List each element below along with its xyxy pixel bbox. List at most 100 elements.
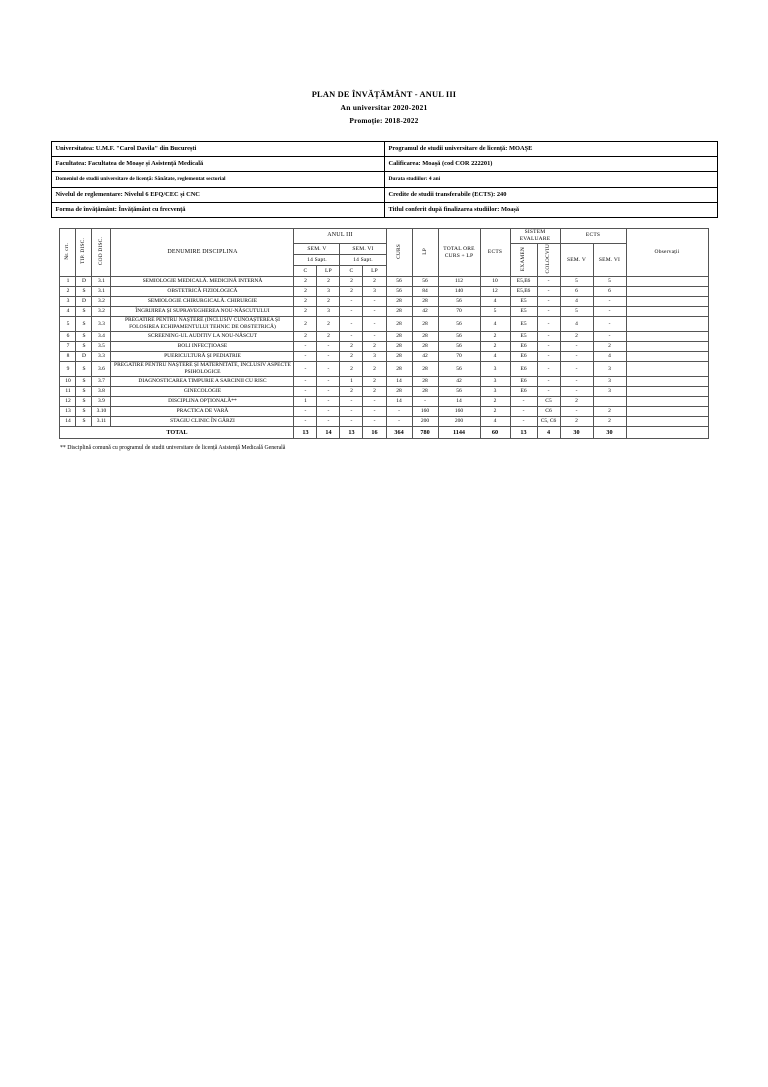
cell-nr: 4: [59, 306, 77, 318]
header-cod-disc: COD DISC.: [91, 227, 112, 278]
header-sem-v-lp: LP: [316, 265, 341, 278]
cell-sem-vi-c: -: [339, 396, 364, 408]
cell-ects-sem-v: 4: [559, 316, 594, 333]
cell-sem-vi-lp: 3: [362, 351, 387, 363]
cell-ects-sem-vi: -: [592, 316, 627, 333]
info-row: Universitatea: U.M.F. "Carol Davila" din…: [50, 140, 718, 158]
cell-observatii: [625, 331, 709, 343]
cell-colocviu: -: [536, 296, 561, 308]
cell-sem-v-lp: 2: [316, 296, 341, 308]
cell-sem-v-lp: -: [316, 351, 341, 363]
cell-ects: 2: [479, 406, 511, 418]
cell-total-ore: 56: [437, 316, 481, 333]
cell-lp: 84: [411, 286, 439, 298]
cell-sem-v-lp: -: [316, 376, 341, 388]
cell-ects: 3: [479, 386, 511, 398]
total-examen: 13: [509, 426, 538, 440]
info-cell-right: Durata studiilor: 4 ani: [383, 171, 718, 188]
cell-sem-vi-lp: -: [362, 296, 387, 308]
cell-observatii: [625, 276, 709, 288]
cell-denumire: STAGIU CLINIC ÎN GĂRZI: [110, 416, 295, 428]
cell-lp: 28: [411, 296, 439, 308]
cell-lp: 42: [411, 306, 439, 318]
cell-ects: 2: [479, 331, 511, 343]
cell-nr: 13: [59, 406, 77, 418]
total-s6-lp: 16: [362, 426, 387, 440]
cell-cod: 3.11: [91, 416, 112, 428]
cell-cod: 3.7: [91, 376, 112, 388]
cell-curs: 56: [385, 276, 413, 288]
cell-observatii: [625, 386, 709, 398]
cell-denumire: OBSTETRICĂ FIZIOLOGICĂ: [110, 286, 295, 298]
cell-nr: 1: [59, 276, 77, 288]
cell-total-ore: 70: [437, 351, 481, 363]
table-row: 1 D 3.1 SEMIOLOGIE MEDICALĂ. MEDICINĂ INTER…: [59, 276, 709, 288]
cell-examen: E6: [509, 386, 538, 398]
table-row: 8 D 3.3 PUERICULTURĂ ȘI PEDIATRIE - -2 3 28 42 70…: [59, 351, 709, 363]
cell-curs: 28: [385, 306, 413, 318]
cell-sem-v-lp: 3: [316, 306, 341, 318]
cell-denumire: SCREENING-UL AUDITIV LA NOU-NĂSCUT: [110, 331, 295, 343]
info-cell-left: Universitatea: U.M.F. "Carol Davila" din…: [50, 140, 385, 158]
cell-tip: S: [75, 306, 93, 318]
cell-ects-sem-v: 5: [559, 276, 594, 288]
cell-ects-sem-v: -: [559, 406, 594, 418]
header-observatii: Observații: [625, 227, 709, 278]
cell-nr: 11: [59, 386, 77, 398]
cell-curs: 56: [385, 286, 413, 298]
footnote: ** Disciplină comună cu programul de stu…: [60, 445, 286, 452]
cell-sem-v-c: -: [293, 416, 318, 428]
cell-ects-sem-vi: 3: [592, 361, 627, 378]
header-anul-iii: ANUL III: [293, 227, 387, 244]
header-lp: LP: [411, 227, 439, 278]
cell-examen: E6: [509, 351, 538, 363]
cell-denumire: DIAGNOSTICAREA TIMPURIE A SARCINII CU RI…: [110, 376, 295, 388]
cell-colocviu: -: [536, 351, 561, 363]
cell-curs: 28: [385, 351, 413, 363]
table-header: Nr. crt. TIP. DISC. COD DISC. DENUMIRE D…: [59, 227, 709, 278]
cell-lp: -: [411, 396, 439, 408]
cell-sem-vi-c: 1: [339, 376, 364, 388]
cell-total-ore: 14: [437, 396, 481, 408]
table-row: 12 S 3.9 DISCIPLINA OPȚIONALĂ** 1- - -14-14 2- C…: [59, 396, 709, 408]
header-ects: ECTS: [479, 227, 511, 278]
cell-sem-v-c: 2: [293, 331, 318, 343]
cell-ects-sem-v: 4: [559, 296, 594, 308]
table-row: 13 S 3.10 PRACTICA DE VARĂ - - - - -160 160 2- C6-2: [59, 406, 709, 418]
table-row: 4 S 3.2 ÎNGRIJIREA ȘI SUPRAVEGHEREA NOU-NĂS…: [59, 306, 709, 318]
cell-sem-vi-c: 2: [339, 386, 364, 398]
cell-colocviu: -: [536, 376, 561, 388]
info-row: Forma de învățământ: Învățământ cu frecv…: [50, 201, 718, 218]
cell-cod: 3.1: [91, 276, 112, 288]
cell-sem-v-lp: 2: [316, 276, 341, 288]
cell-colocviu: -: [536, 286, 561, 298]
cell-ects-sem-v: -: [559, 376, 594, 388]
total-lp: 780: [411, 426, 439, 440]
cell-observatii: [625, 396, 709, 408]
cell-nr: 3: [59, 296, 77, 308]
cell-ects-sem-v: -: [559, 351, 594, 363]
promotion: Promoție: 2018-2022: [349, 116, 419, 125]
total-sv-c: 13: [293, 426, 318, 440]
cell-colocviu: -: [536, 341, 561, 353]
cell-sem-vi-lp: -: [362, 316, 387, 333]
cell-ects-sem-vi: [592, 396, 627, 408]
cell-nr: 2: [59, 286, 77, 298]
info-cell-right: Titlul conferit după finalizarea studiil…: [383, 201, 718, 218]
cell-tip: S: [75, 386, 93, 398]
table-total-row: TOTAL 13 14 13 16 364 780 1144 60 13 4 30 30: [59, 426, 709, 440]
cell-tip: S: [75, 316, 93, 333]
cell-denumire: DISCIPLINA OPȚIONALĂ**: [110, 396, 295, 408]
cell-lp: 56: [411, 276, 439, 288]
cell-ects-sem-v: 6: [559, 286, 594, 298]
cell-examen: E6: [509, 341, 538, 353]
cell-lp: 42: [411, 351, 439, 363]
info-cell-right: Programul de studii universitare de lice…: [383, 140, 718, 158]
cell-tip: D: [75, 351, 93, 363]
table-row: 2 S 3.1 OBSTETRICĂ FIZIOLOGICĂ 2 3 2 3 56 84 140 12…: [59, 286, 709, 298]
cell-ects: 2: [479, 341, 511, 353]
cell-nr: 8: [59, 351, 77, 363]
cell-ects-sem-v: 2: [559, 331, 594, 343]
cell-ects: 4: [479, 316, 511, 333]
cell-sem-vi-c: 2: [339, 286, 364, 298]
